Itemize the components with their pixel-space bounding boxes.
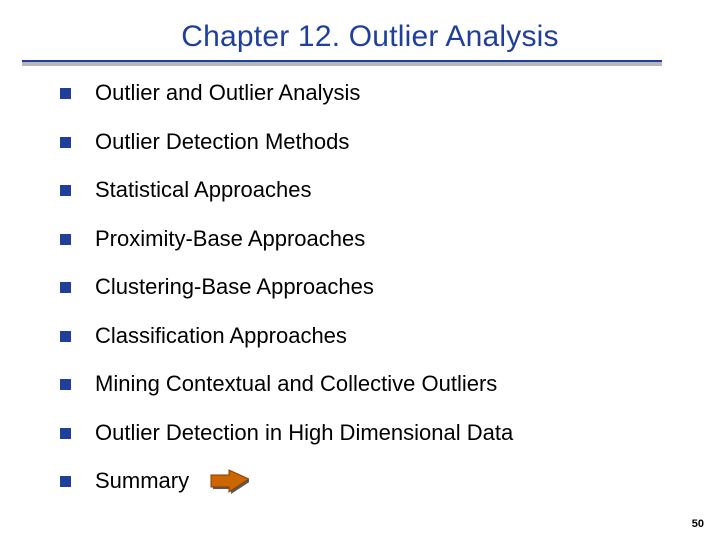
list-item: Mining Contextual and Collective Outlier…	[60, 371, 680, 397]
item-text: Mining Contextual and Collective Outlier…	[95, 371, 497, 397]
item-text: Proximity-Base Approaches	[95, 226, 365, 252]
list-item: Proximity-Base Approaches	[60, 226, 680, 252]
slide: Chapter 12. Outlier Analysis Outlier and…	[0, 0, 720, 540]
list-item: Outlier Detection Methods	[60, 129, 680, 155]
bullet-icon	[60, 137, 71, 148]
bullet-icon	[60, 234, 71, 245]
list-item: Summary	[60, 468, 680, 494]
list-item: Statistical Approaches	[60, 177, 680, 203]
list-item: Clustering-Base Approaches	[60, 274, 680, 300]
slide-title: Chapter 12. Outlier Analysis	[60, 20, 680, 54]
page-number: 50	[692, 518, 704, 530]
item-text: Outlier Detection in High Dimensional Da…	[95, 420, 513, 446]
list-item: Classification Approaches	[60, 323, 680, 349]
list-item: Outlier Detection in High Dimensional Da…	[60, 420, 680, 446]
title-underline	[22, 60, 662, 66]
item-text: Classification Approaches	[95, 323, 347, 349]
list-item: Outlier and Outlier Analysis	[60, 80, 680, 106]
bullet-icon	[60, 331, 71, 342]
arrow-icon	[203, 468, 249, 494]
item-text: Statistical Approaches	[95, 177, 311, 203]
bullet-list: Outlier and Outlier Analysis Outlier Det…	[60, 80, 680, 494]
bullet-icon	[60, 88, 71, 99]
bullet-icon	[60, 379, 71, 390]
bullet-icon	[60, 476, 71, 487]
bullet-icon	[60, 185, 71, 196]
item-text: Outlier and Outlier Analysis	[95, 80, 360, 106]
item-text: Summary	[95, 468, 189, 494]
item-text: Outlier Detection Methods	[95, 129, 349, 155]
bullet-icon	[60, 428, 71, 439]
item-text: Clustering-Base Approaches	[95, 274, 374, 300]
bullet-icon	[60, 282, 71, 293]
